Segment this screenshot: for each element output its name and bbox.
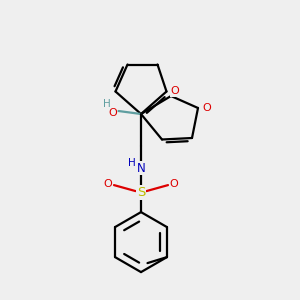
Text: O: O bbox=[170, 86, 179, 97]
Text: S: S bbox=[137, 186, 145, 199]
Text: H: H bbox=[128, 158, 136, 168]
Text: O: O bbox=[108, 107, 117, 118]
Text: O: O bbox=[169, 178, 178, 189]
Text: O: O bbox=[202, 103, 211, 113]
Text: N: N bbox=[136, 161, 146, 175]
Text: O: O bbox=[103, 178, 112, 189]
Text: H: H bbox=[103, 99, 110, 110]
